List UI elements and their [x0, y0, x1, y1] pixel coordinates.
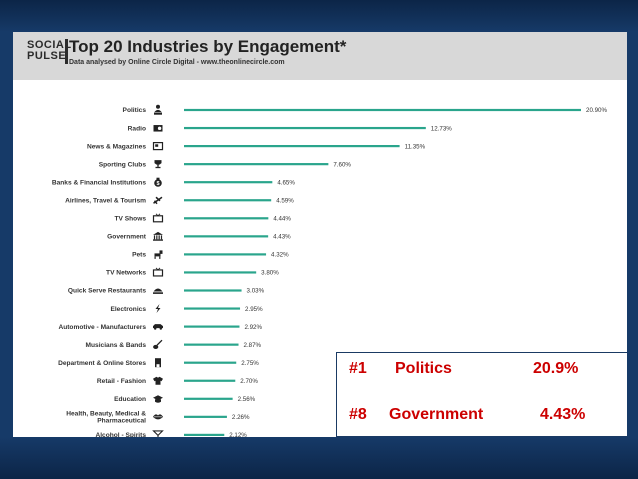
chart-title: Top 20 Industries by Engagement* [69, 37, 347, 56]
category-label: Alcohol - Spirits [95, 432, 146, 437]
value-label: 4.32% [271, 252, 289, 259]
category-label: TV Networks [106, 270, 146, 277]
value-label: 20.90% [586, 107, 607, 114]
category-label: Electronics [110, 306, 146, 313]
highlight-callout: #1 Politics 20.9% #8 Government 4.43% [336, 352, 627, 437]
newspaper-icon [152, 141, 164, 151]
chart-subtitle: Data analysed by Online Circle Digital -… [69, 59, 285, 66]
value-label: 2.26% [232, 414, 250, 421]
value-label: 12.73% [431, 125, 452, 132]
value-label: 3.03% [247, 288, 265, 295]
callout-rank-1: #1 [349, 360, 367, 377]
infographic-header: SOCIAL PULSE Top 20 Industries by Engage… [13, 32, 627, 80]
bar [184, 126, 426, 130]
value-label: 4.44% [273, 216, 291, 223]
tv-icon [152, 213, 164, 223]
callout-value-1: 20.9% [533, 360, 579, 377]
store-icon [155, 358, 161, 368]
category-label: Health, Beauty, Medical & Pharmaceutical [66, 410, 146, 424]
category-label: Automotive - Manufacturers [58, 324, 146, 331]
bar [184, 163, 329, 166]
logo-divider [65, 39, 68, 64]
graduation-cap-icon [153, 395, 163, 403]
airplane-icon [153, 196, 163, 205]
category-label: Musicians & Bands [86, 342, 147, 349]
slide-left-band [0, 32, 13, 437]
lips-icon [153, 414, 163, 420]
category-label: Radio [128, 125, 146, 132]
category-label: Sporting Clubs [99, 161, 147, 168]
dog-icon [154, 250, 163, 259]
logo-line-1: SOCIAL [27, 39, 72, 51]
value-label: 2.56% [238, 396, 256, 403]
bar [184, 343, 239, 346]
value-label: 2.70% [240, 378, 258, 385]
bar [184, 253, 267, 256]
radio-icon [153, 125, 163, 132]
bar [184, 325, 240, 328]
value-label: 2.87% [244, 342, 262, 349]
car-icon [153, 324, 163, 330]
value-label: 7.60% [333, 161, 351, 168]
trophy-icon [154, 160, 162, 169]
bar-chart: Politics 20.90% Radio 12.73% News & Magazine… [52, 104, 607, 437]
lightning-icon [155, 304, 161, 314]
bar [184, 217, 269, 220]
value-label: 4.65% [277, 179, 295, 186]
category-label: Pets [132, 252, 146, 259]
category-label: News & Magazines [87, 143, 146, 150]
bar [184, 108, 581, 112]
category-label: Quick Serve Restaurants [68, 288, 146, 295]
category-label: TV Shows [114, 216, 146, 223]
category-label: Department & Online Stores [58, 360, 146, 367]
money-bag-icon: $ [154, 177, 162, 187]
callout-industry-1: Politics [395, 360, 452, 377]
bar [184, 433, 225, 436]
tv-icon [152, 267, 164, 277]
category-label: Retail - Fashion [97, 378, 146, 385]
bar [184, 271, 257, 274]
value-label: 2.92% [244, 324, 262, 331]
bar [184, 181, 273, 184]
callout-rank-2: #8 [349, 406, 367, 423]
restaurant-icon [153, 288, 163, 294]
value-label: 2.12% [229, 432, 247, 437]
social-pulse-logo: SOCIAL PULSE [27, 40, 72, 62]
value-label: 11.35% [405, 143, 426, 150]
category-label: Banks & Financial Institutions [52, 179, 146, 186]
value-label: 2.75% [241, 360, 259, 367]
tshirt-icon [153, 376, 163, 385]
cocktail-glass-icon [152, 430, 164, 437]
slide-right-band [627, 32, 638, 437]
vote-icon [154, 104, 162, 115]
category-label: Education [114, 396, 146, 403]
value-label: 4.43% [273, 234, 291, 241]
bar [184, 235, 269, 238]
value-label: 4.59% [276, 197, 294, 204]
government-building-icon [153, 231, 163, 241]
callout-industry-2: Government [389, 406, 484, 423]
bar [184, 415, 227, 418]
slide-bottom-band [0, 437, 638, 479]
bar [184, 379, 236, 382]
bar [184, 145, 400, 148]
bar [184, 361, 237, 364]
category-label: Airlines, Travel & Tourism [65, 197, 146, 204]
infographic-slide: SOCIAL PULSE Top 20 Industries by Engage… [13, 32, 627, 437]
category-label: Politics [123, 107, 147, 114]
callout-value-2: 4.43% [540, 406, 586, 423]
logo-line-2: PULSE [27, 50, 67, 62]
bar [184, 289, 242, 292]
svg-text:$: $ [156, 181, 159, 187]
guitar-icon [153, 339, 163, 350]
slide-top-band [0, 0, 638, 32]
value-label: 3.80% [261, 270, 279, 277]
bar [184, 397, 233, 400]
category-label: Government [107, 234, 147, 241]
value-label: 2.95% [245, 306, 263, 313]
bar [184, 307, 241, 310]
bar [184, 199, 272, 202]
